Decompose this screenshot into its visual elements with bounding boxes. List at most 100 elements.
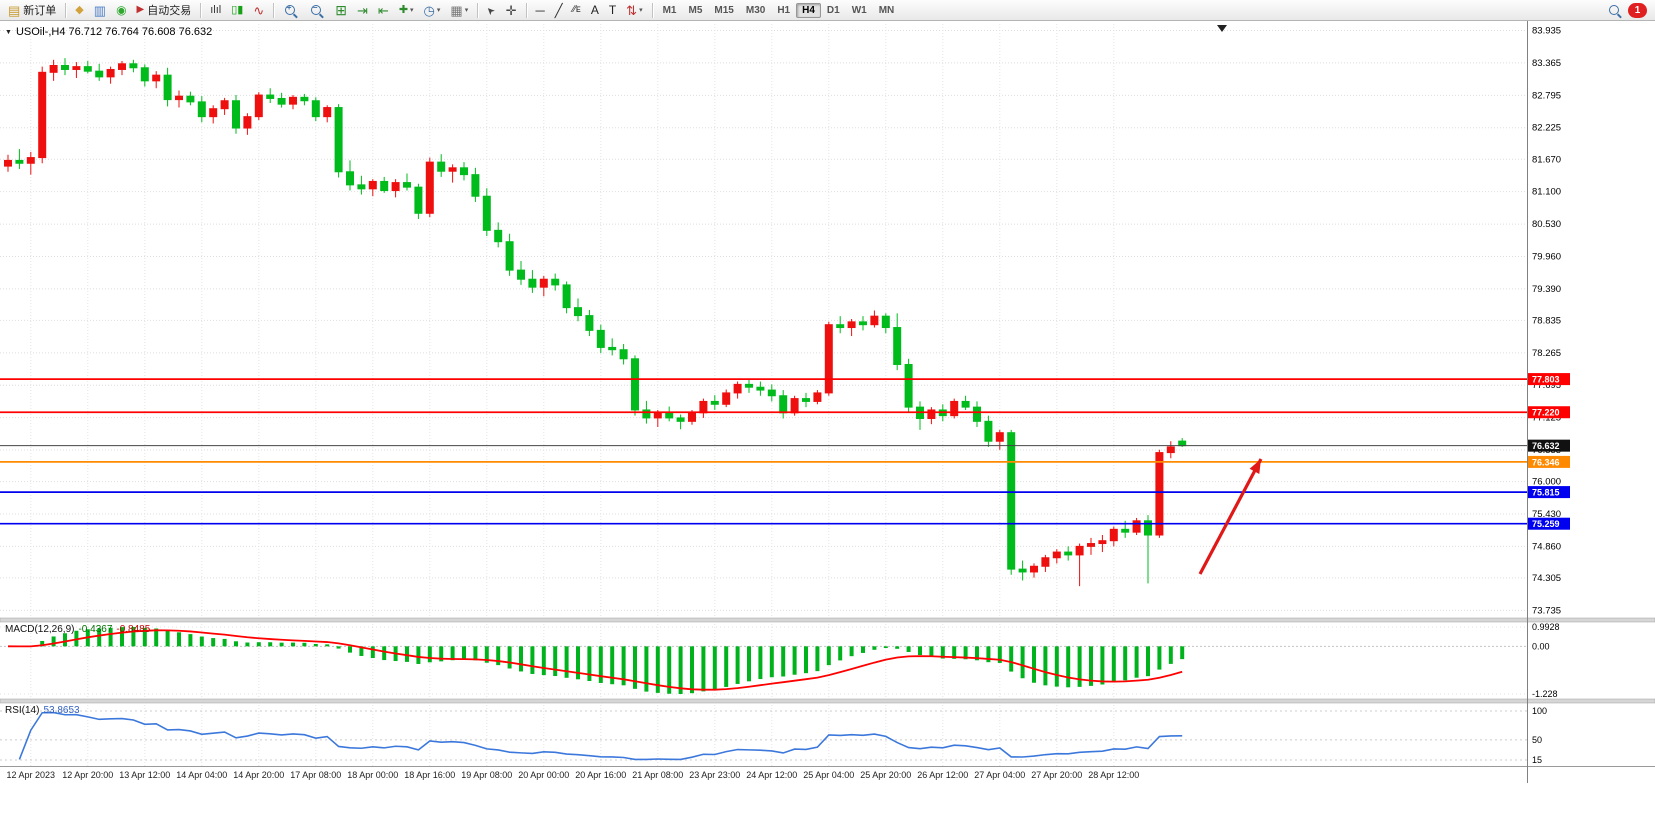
svg-text:20 Apr 16:00: 20 Apr 16:00: [575, 770, 626, 780]
text-label-button[interactable]: T: [605, 0, 620, 20]
auto-trading-button[interactable]: ▶ 自动交易: [133, 0, 196, 20]
timeframe-m5-button[interactable]: M5: [688, 4, 703, 16]
timeframe-m1-button[interactable]: M1: [662, 4, 677, 16]
dropdown-caret-icon: ▾: [410, 7, 414, 14]
svg-text:20 Apr 00:00: 20 Apr 00:00: [518, 770, 569, 780]
trend-arrow-annotation[interactable]: [1198, 458, 1263, 575]
periods-button[interactable]: ◷ ▾: [420, 0, 445, 20]
timeframe-h4-button[interactable]: H4: [796, 2, 821, 18]
svg-text:73.735: 73.735: [1532, 605, 1561, 616]
tile-windows-icon: ⊞: [335, 2, 347, 18]
svg-text:83.935: 83.935: [1532, 26, 1561, 37]
chart-shift-button[interactable]: ⇤: [374, 0, 393, 20]
svg-text:18 Apr 16:00: 18 Apr 16:00: [404, 770, 455, 780]
text-icon: A: [590, 3, 599, 17]
terminal-window-button[interactable]: ▥: [90, 0, 110, 20]
svg-text:81.670: 81.670: [1532, 154, 1561, 165]
crosshair-button[interactable]: ✛: [502, 0, 521, 20]
zoom-out-button[interactable]: −: [305, 0, 329, 20]
svg-text:83.365: 83.365: [1532, 58, 1561, 69]
chart-collapse-icon[interactable]: ▼: [5, 29, 12, 36]
line-chart-mode-button[interactable]: ∿: [249, 0, 268, 20]
svg-text:82.225: 82.225: [1532, 123, 1561, 134]
trendline-icon: ╱: [554, 2, 563, 18]
equidistant-channel-button[interactable]: ∕∕ᴇ: [569, 0, 585, 20]
panel-splitter[interactable]: [0, 698, 1655, 704]
trendline-button[interactable]: ╱: [551, 0, 567, 20]
horizontal-line-button[interactable]: ─: [532, 0, 549, 20]
svg-text:24 Apr 12:00: 24 Apr 12:00: [746, 770, 797, 780]
terminal-window-icon: ▥: [93, 2, 107, 18]
text-button[interactable]: A: [587, 0, 603, 20]
toolbar-separator: [273, 2, 275, 18]
new-order-button[interactable]: ▤ 新订单: [4, 0, 60, 20]
new-chart-icon: ✚: [398, 3, 409, 16]
new-order-label: 新订单: [23, 5, 57, 17]
periods-icon: ◷: [423, 2, 435, 18]
horizontal-line-76.346[interactable]: 76.346: [0, 455, 1570, 468]
svg-text:28 Apr 12:00: 28 Apr 12:00: [1088, 770, 1139, 780]
svg-text:82.795: 82.795: [1532, 90, 1561, 101]
new-order-icon: ▤: [8, 2, 21, 18]
svg-text:78.835: 78.835: [1532, 315, 1561, 326]
candlestick-series: [4, 58, 1187, 587]
cursor-button[interactable]: ➤: [483, 0, 499, 20]
dropdown-caret-icon: ▾: [464, 7, 469, 14]
svg-text:75.815: 75.815: [1532, 488, 1560, 498]
candle-chart-mode-button[interactable]: ▯▮: [227, 0, 247, 20]
templates-button[interactable]: ▦ ▾: [446, 0, 472, 20]
horizontal-line-77.220[interactable]: 77.220: [0, 406, 1570, 419]
timeframe-d1-button[interactable]: D1: [826, 4, 840, 16]
zoom-in-button[interactable]: +: [279, 0, 303, 20]
timeframe-m30-button[interactable]: M30: [745, 4, 766, 16]
svg-text:77.803: 77.803: [1532, 375, 1560, 385]
chart-window: 83.935 83.365 82.795 82.225 81.670 81.100 80.5…: [0, 21, 1655, 825]
chart-canvas[interactable]: 83.935 83.365 82.795 82.225 81.670 81.100 80.5…: [0, 21, 1655, 825]
search-button[interactable]: [1603, 0, 1627, 20]
bar-chart-mode-button[interactable]: ılıl: [206, 0, 225, 20]
new-chart-button[interactable]: ✚ ▾: [395, 0, 418, 20]
toolbar-separator: [200, 2, 202, 18]
bar-chart-mode-icon: ılıl: [210, 3, 222, 16]
timeframe-mn-button[interactable]: MN: [878, 4, 895, 16]
timeframe-h1-button[interactable]: H1: [777, 4, 791, 16]
dropdown-caret-icon: ▾: [436, 7, 441, 14]
time-axis[interactable]: 12 Apr 2023 12 Apr 20:00 13 Apr 12:00 14 Ap…: [7, 770, 1140, 780]
svg-text:80.530: 80.530: [1532, 219, 1561, 230]
toolbar-separator: [651, 2, 653, 18]
horizontal-line-75.815[interactable]: 75.815: [0, 486, 1570, 499]
auto-scroll-button[interactable]: ⇥: [353, 0, 372, 20]
horizontal-line-75.259[interactable]: 75.259: [0, 517, 1570, 530]
chart-shift-marker[interactable]: [1217, 25, 1227, 32]
dropdown-caret-icon: ▾: [639, 7, 643, 14]
macd-value-signal: -0.8485: [116, 624, 151, 635]
svg-text:75.259: 75.259: [1532, 519, 1560, 529]
svg-text:75.430: 75.430: [1532, 509, 1561, 520]
svg-text:19 Apr 08:00: 19 Apr 08:00: [461, 770, 512, 780]
panel-splitter[interactable]: [0, 617, 1655, 623]
cursor-icon: ➤: [484, 3, 498, 18]
tile-windows-button[interactable]: ⊞: [331, 0, 351, 20]
toolbar: ▤ 新订单 ◆ ▥ ◉ ▶ 自动交易 ılıl ▯▮ ∿ + − ⊞ ⇥ ⇤ ✚ ▾ ◷ ▾ ▦ ▾ ➤ ✛ ─ ╱ ∕∕ᴇ A T ⇅…: [0, 0, 1655, 21]
chart-shift-icon: ⇤: [377, 2, 389, 18]
svg-text:-1.228: -1.228: [1532, 689, 1558, 699]
timeframe-m15-button[interactable]: M15: [714, 4, 734, 16]
templates-icon: ▦: [450, 2, 463, 18]
svg-text:25 Apr 04:00: 25 Apr 04:00: [803, 770, 854, 780]
history-center-button[interactable]: ◆: [71, 0, 87, 20]
svg-text:18 Apr 00:00: 18 Apr 00:00: [347, 770, 398, 780]
svg-text:15: 15: [1532, 755, 1542, 765]
candle-chart-mode-icon: ▯▮: [231, 3, 244, 16]
auto-scroll-icon: ⇥: [357, 2, 368, 18]
svg-text:74.860: 74.860: [1532, 541, 1561, 552]
arrows-button[interactable]: ⇅ ▾: [622, 0, 646, 20]
svg-text:74.305: 74.305: [1532, 573, 1561, 584]
toolbar-separator: [525, 2, 527, 18]
svg-text:79.390: 79.390: [1532, 284, 1561, 295]
svg-text:76.346: 76.346: [1532, 457, 1560, 467]
signals-button[interactable]: ◉: [112, 0, 130, 20]
timeframe-w1-button[interactable]: W1: [851, 4, 867, 16]
horizontal-line-77.803[interactable]: 77.803: [0, 373, 1570, 386]
svg-text:17 Apr 08:00: 17 Apr 08:00: [290, 770, 341, 780]
notifications-badge[interactable]: 1: [1628, 2, 1647, 18]
